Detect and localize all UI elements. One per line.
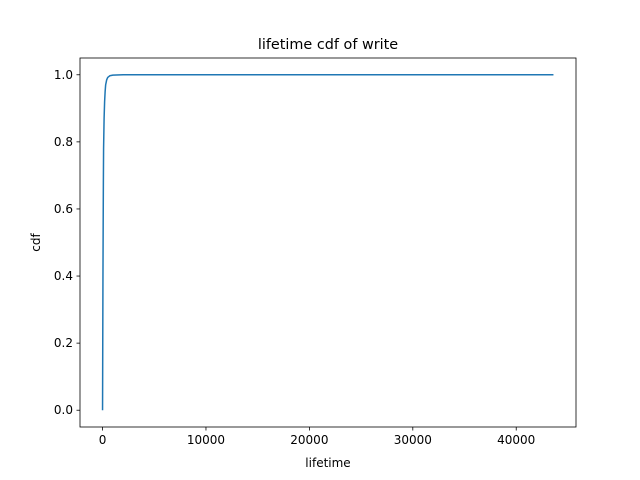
cdf-series-line [101,74,554,411]
x-axis-label: lifetime [305,456,350,470]
y-tick-label: 0.2 [54,336,73,350]
plot-frame [79,57,577,428]
series-layer [101,74,554,411]
x-tick-label: 40000 [497,433,535,447]
y-tick-label: 0.4 [54,269,73,283]
y-tick-label: 0.6 [54,202,73,216]
x-tick-label: 10000 [187,433,225,447]
ticks-layer: 0 10000 20000 30000 40000 0.0 0.2 0.4 0.6 0.8 1.0 [54,68,535,447]
chart-title: lifetime cdf of write [258,37,398,53]
y-tick-label: 0.0 [54,403,73,417]
y-tick-label: 1.0 [54,68,73,82]
x-tick-label: 20000 [290,433,328,447]
x-tick-label: 0 [99,433,107,447]
x-tick-label: 30000 [394,433,432,447]
y-axis-label: cdf [29,233,43,252]
y-tick-label: 0.8 [54,135,73,149]
